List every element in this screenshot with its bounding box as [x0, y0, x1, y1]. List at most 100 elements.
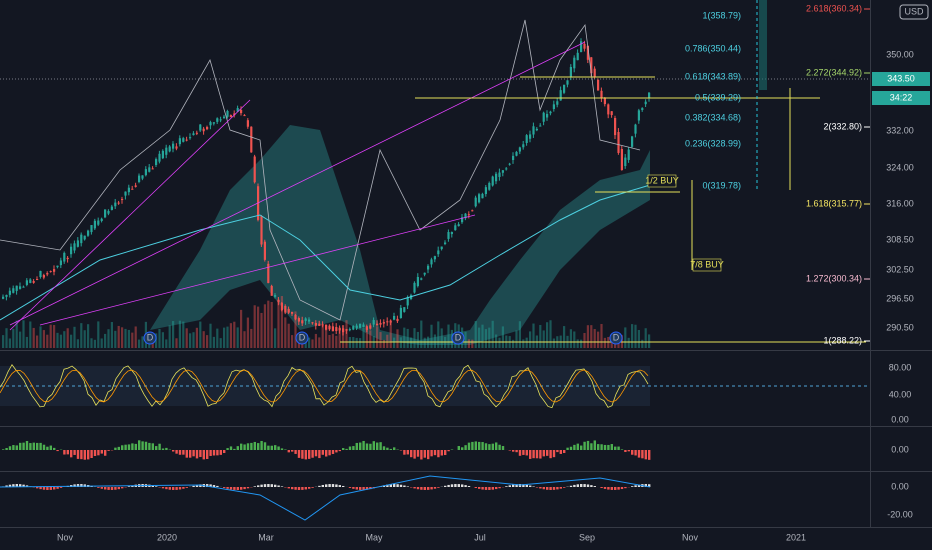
dividend-label: D	[299, 332, 306, 342]
currency-box	[899, 4, 929, 20]
macd-bar	[199, 484, 202, 487]
volume-bar	[233, 321, 236, 348]
oscillator-bar	[569, 446, 573, 450]
oscillator-bar	[267, 445, 270, 450]
oscillator-bar	[427, 450, 430, 460]
volume-bar	[100, 338, 103, 348]
macd-bar	[590, 485, 593, 487]
price-tick-label: 302.50	[886, 264, 914, 274]
candle-body	[311, 322, 314, 324]
macd-bar	[325, 484, 328, 487]
candle-body	[498, 172, 501, 177]
macd-bar	[243, 487, 246, 490]
macd-bar	[389, 484, 392, 487]
volume-bar	[413, 328, 416, 348]
time-tick-label: Nov	[57, 532, 74, 542]
volume-bar	[246, 317, 249, 348]
macd-bar	[107, 487, 110, 490]
oscillator-bar	[321, 450, 324, 455]
candle-body	[243, 115, 246, 117]
candle-body	[444, 242, 447, 244]
oscillator-bar	[410, 450, 413, 458]
macd-bar	[352, 487, 355, 489]
candle-body	[87, 230, 90, 236]
volume-bar	[389, 321, 392, 348]
macd-bar	[270, 484, 273, 487]
candle-body	[597, 80, 600, 91]
fib-extension-label: 2(332.80)	[823, 121, 862, 131]
macd-bar	[131, 485, 134, 487]
oscillator-bar	[437, 450, 440, 458]
volume-bar	[32, 327, 35, 348]
candle-body	[420, 278, 423, 280]
candle-body	[274, 295, 277, 297]
macd-bar	[287, 487, 290, 489]
fib-retracement-label: 0.786(350.44)	[685, 43, 741, 53]
candle-body	[474, 197, 477, 207]
volume-bar	[107, 329, 110, 348]
volume-bar	[627, 337, 630, 348]
oscillator-bar	[573, 444, 576, 450]
candles	[2, 38, 651, 336]
macd-bar	[178, 487, 182, 490]
oscillator-bar	[178, 450, 182, 455]
oscillator-bar	[515, 450, 518, 453]
oscillator-bar	[617, 446, 620, 450]
oscillator-bar	[56, 450, 59, 452]
macd-bar	[216, 485, 219, 487]
volume-bar	[280, 296, 283, 348]
oscillator-bar	[46, 446, 49, 450]
candle-body	[321, 324, 324, 326]
candle-body	[12, 288, 15, 293]
candle-body	[260, 216, 263, 245]
volume-bar	[593, 329, 596, 348]
candle-body	[515, 151, 518, 156]
volume-bar	[447, 324, 450, 348]
volume-bar	[70, 334, 73, 348]
macd-bar	[161, 487, 165, 489]
candle-body	[233, 113, 236, 116]
macd-bar	[624, 487, 627, 489]
oscillator-bar	[641, 450, 644, 459]
oscillator-bar	[464, 445, 467, 450]
candle-body	[144, 169, 147, 176]
candle-body	[97, 220, 100, 225]
volume-bar	[586, 325, 589, 348]
volume-bar	[93, 339, 96, 348]
candle-body	[614, 118, 617, 136]
candle-body	[189, 137, 192, 139]
candle-body	[488, 182, 491, 190]
oscillator-bar	[70, 450, 73, 458]
volume-bar	[376, 326, 379, 348]
oscillator-bar	[32, 442, 35, 450]
oscillator-bar	[148, 442, 151, 450]
candle-body	[8, 290, 11, 295]
oscillator-bar	[8, 446, 12, 450]
macd-bar	[416, 487, 420, 490]
candle-body	[131, 188, 134, 190]
oscillator-bar	[440, 450, 443, 456]
macd-bar	[59, 487, 63, 488]
oscillator-bar	[49, 445, 52, 450]
oscillator-bar	[484, 443, 488, 450]
candle-body	[226, 110, 229, 117]
volume-bar	[580, 339, 583, 348]
volume-bar	[410, 337, 413, 348]
macd-bar	[573, 484, 576, 487]
oscillator-bar	[127, 444, 131, 450]
volume-bar	[83, 330, 86, 348]
oscillator-bar	[229, 446, 233, 450]
oscillator-bar	[15, 445, 18, 450]
oscillator-bar	[124, 444, 127, 450]
volume-bar	[539, 324, 542, 348]
volume-bar	[648, 334, 651, 348]
oscillator-bar	[76, 450, 80, 459]
dividend-marker	[295, 331, 309, 345]
volume-bar	[161, 332, 164, 348]
currency: USD	[904, 6, 924, 16]
oscillator-bar	[501, 446, 505, 450]
candle-body	[175, 146, 178, 149]
volume-bar	[525, 337, 528, 348]
oscillator-bar	[461, 447, 464, 450]
